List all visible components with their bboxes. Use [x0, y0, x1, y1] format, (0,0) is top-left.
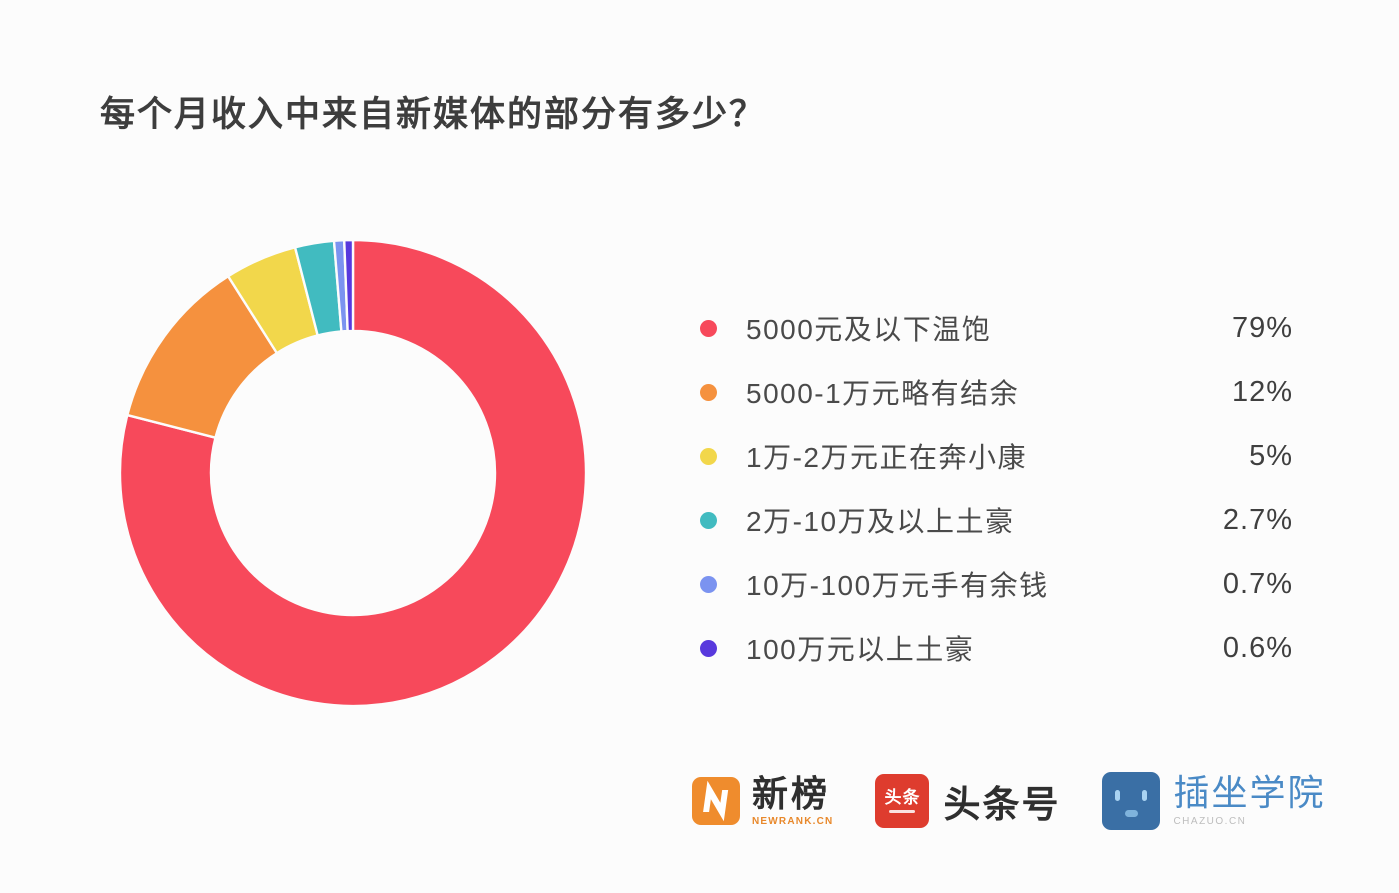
chazuo-logo-sublabel: CHAZUO.CN — [1173, 816, 1247, 827]
legend-item: 100万元以上土豪 0.6% — [700, 616, 1293, 680]
legend-item: 5000元及以下温饱 79% — [700, 296, 1293, 360]
newrank-logo-sublabel: NEWRANK.CN — [752, 815, 834, 827]
legend-label: 5000-1万元略有结余 — [746, 378, 1020, 409]
legend-item: 2万-10万及以上土豪 2.7% — [700, 488, 1293, 552]
legend-swatch-icon — [700, 319, 717, 337]
donut-slice — [118, 238, 588, 708]
legend-item: 10万-100万元手有余钱 0.7% — [700, 552, 1293, 616]
donut-chart-svg — [118, 238, 588, 708]
chart-legend: 5000元及以下温饱 79% 5000-1万元略有结余 12% 1万-2万元正在… — [700, 296, 1293, 680]
toutiao-icon-smallprint — [889, 810, 916, 813]
legend-value: 2.7% — [1222, 503, 1293, 536]
legend-value: 0.7% — [1222, 567, 1293, 600]
legend-value: 0.6% — [1222, 631, 1293, 664]
newrank-logo-icon — [692, 777, 740, 825]
chazuo-robot-icon — [1102, 772, 1161, 830]
legend-swatch-icon — [700, 447, 717, 465]
legend-value: 79% — [1231, 311, 1293, 344]
newrank-logo: 新榜 NEWRANK.CN — [692, 772, 834, 827]
toutiao-logo-label: 头条号 — [943, 784, 1061, 825]
legend-item: 1万-2万元正在奔小康 5% — [700, 424, 1293, 488]
chazuo-robot-eyes — [1115, 789, 1148, 801]
chazuo-logo-label: 插坐学院 — [1173, 772, 1326, 813]
chazuo-logo: 插坐学院 CHAZUO.CN — [1102, 772, 1325, 830]
newrank-n-icon — [703, 780, 729, 822]
chazuo-robot-mouth — [1124, 809, 1138, 817]
toutiao-icon-text: 头条 — [884, 788, 921, 807]
legend-value: 5% — [1249, 439, 1293, 472]
legend-label: 5000元及以下温饱 — [746, 314, 992, 345]
donut-slice — [342, 238, 355, 333]
legend-swatch-icon — [700, 575, 717, 593]
legend-label: 2万-10万及以上土豪 — [746, 506, 1015, 537]
chart-title: 每个月收入中来自新媒体的部分有多少？ — [100, 95, 767, 134]
toutiao-logo: 头条 头条号 — [875, 774, 1060, 828]
toutiao-logo-icon: 头条 — [875, 774, 930, 828]
legend-swatch-icon — [700, 511, 717, 529]
legend-label: 100万元以上土豪 — [746, 634, 975, 665]
legend-swatch-icon — [700, 639, 717, 657]
legend-label: 1万-2万元正在奔小康 — [746, 442, 1027, 473]
sponsor-logos: 新榜 NEWRANK.CN 头条 头条号 插坐学院 CHAZUO.CN — [692, 772, 1325, 830]
legend-item: 5000-1万元略有结余 12% — [700, 360, 1293, 424]
legend-value: 12% — [1231, 375, 1293, 408]
legend-label: 10万-100万元手有余钱 — [746, 570, 1049, 601]
newrank-logo-label: 新榜 — [752, 772, 831, 814]
donut-chart — [110, 230, 596, 716]
legend-swatch-icon — [700, 383, 717, 401]
